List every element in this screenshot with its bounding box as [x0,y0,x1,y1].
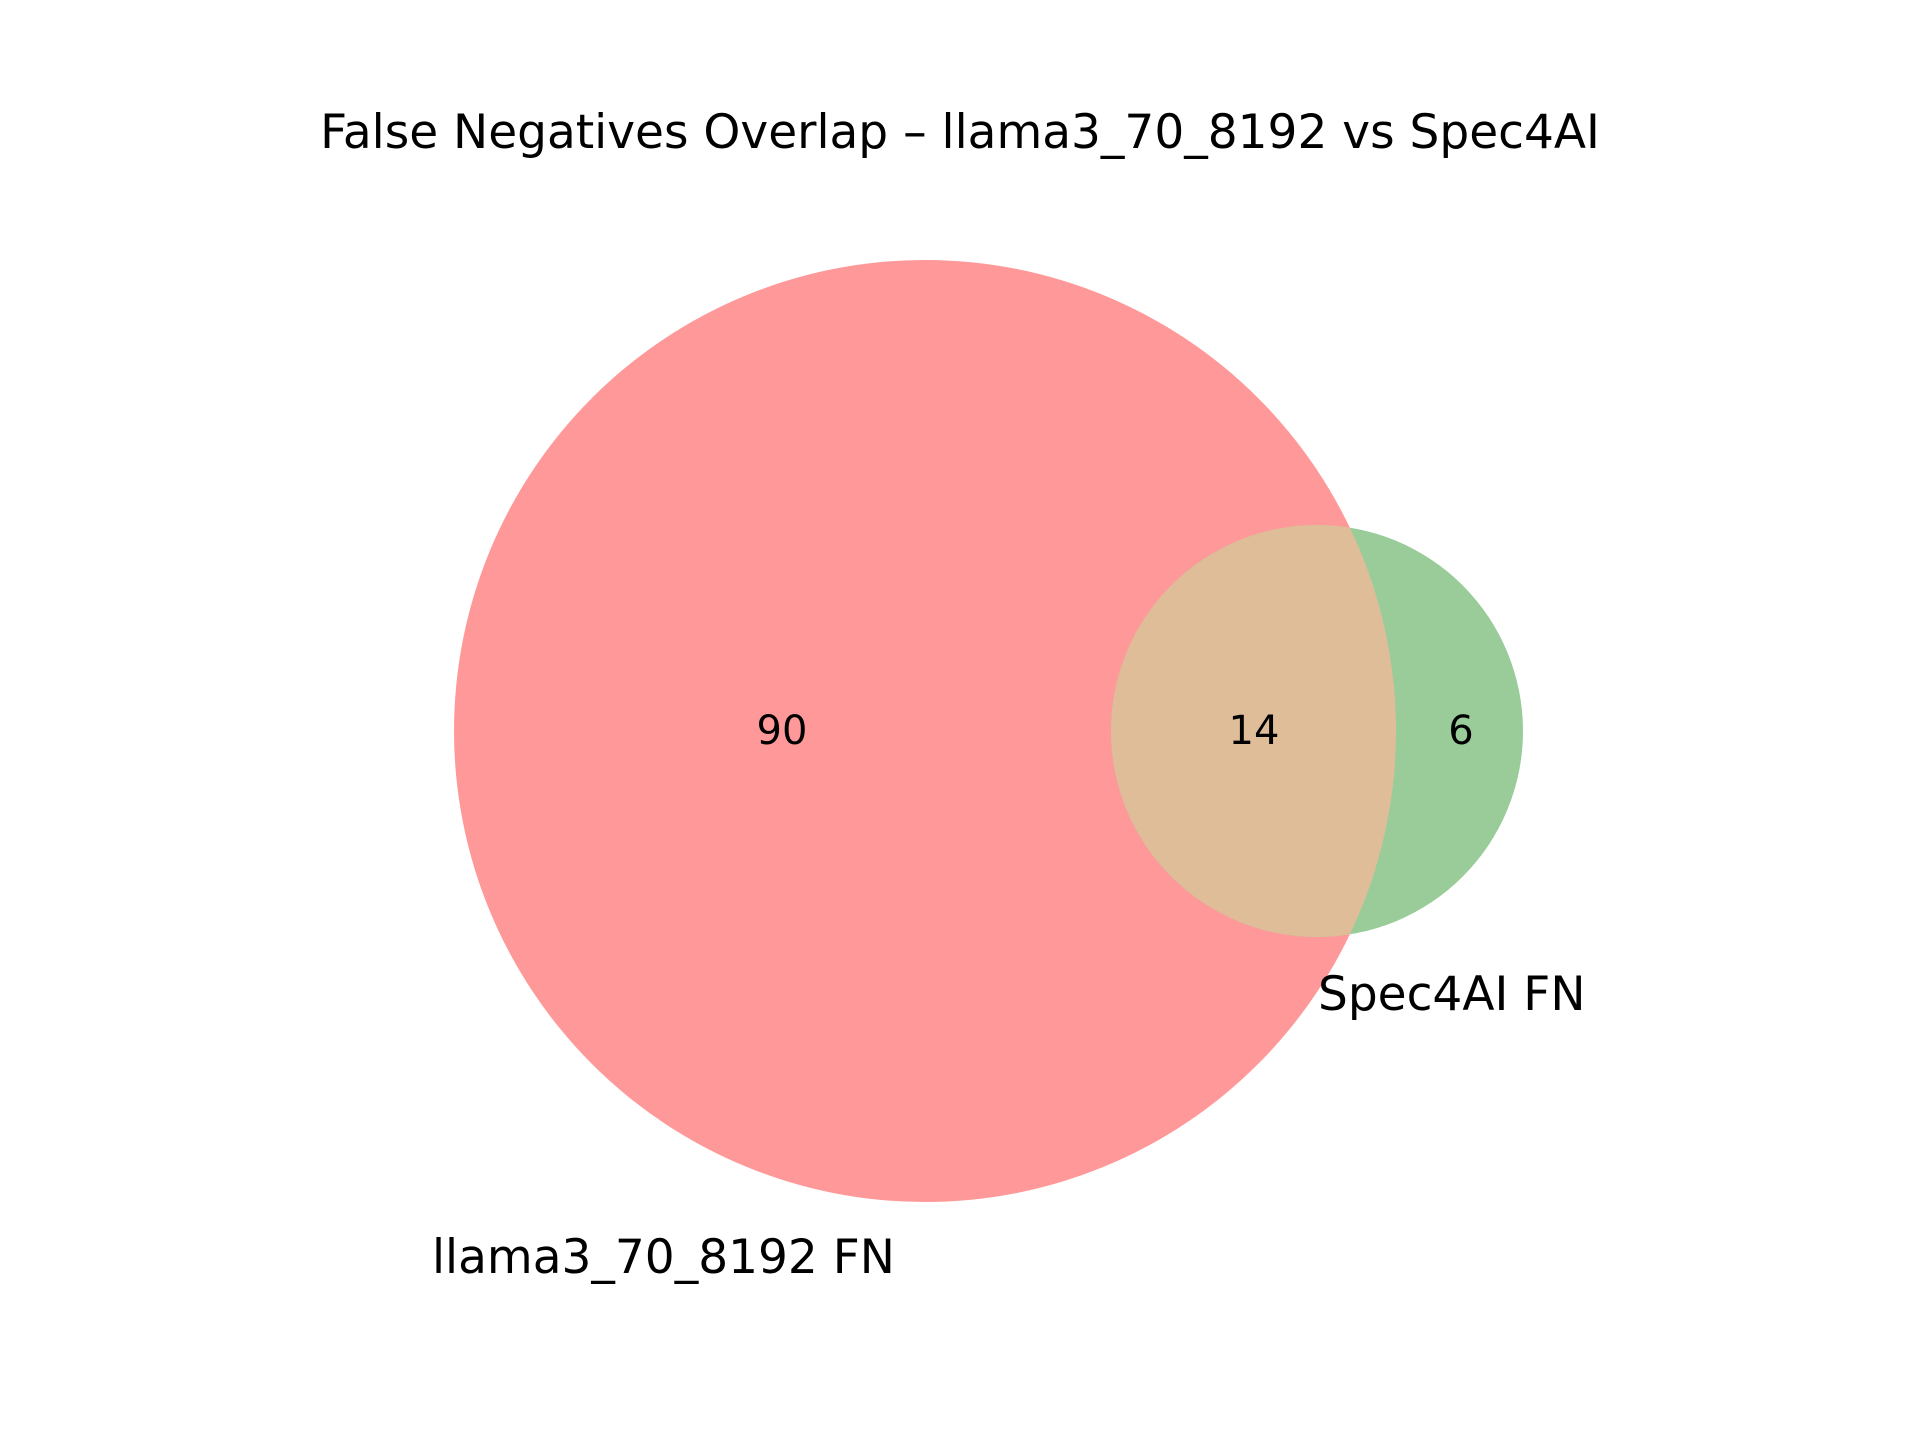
region-count-spec4ai-only: 6 [1448,708,1473,754]
region-count-llama3-only: 90 [757,708,808,754]
set-label-llama3: llama3_70_8192 FN [432,1230,895,1285]
diagram-title: False Negatives Overlap – llama3_70_8192… [320,105,1600,160]
set-label-spec4ai: Spec4AI FN [1318,967,1585,1022]
region-count-intersection: 14 [1229,708,1280,754]
intersection-region [1111,525,1396,937]
set-circle-llama3 [454,260,1396,1202]
